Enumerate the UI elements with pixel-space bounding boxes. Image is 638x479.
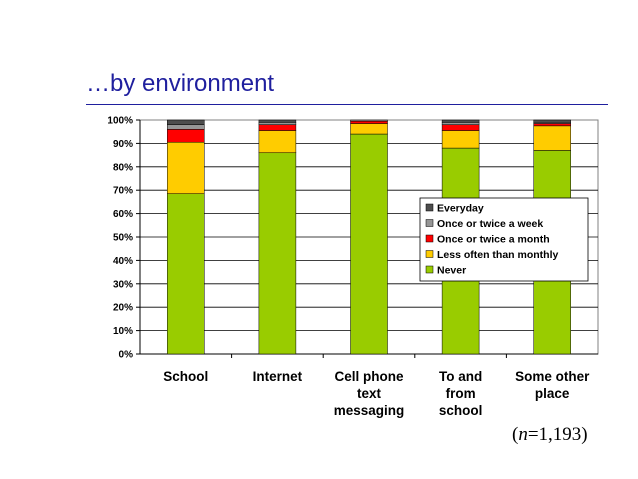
legend-swatch [425,203,434,212]
category-label: place [535,386,570,401]
bar-segment-everyday [167,119,205,125]
y-tick-label: 100% [107,116,133,127]
bar-segment-never [350,133,388,355]
y-tick-label: 70% [113,186,133,197]
y-tick-label: 40% [113,256,133,267]
legend-swatch [425,250,434,258]
legend-label: Never [437,265,466,277]
y-tick-label: 10% [113,326,133,337]
bar-segment-once-or-twice-a-week [441,122,480,125]
category-label: To and [439,369,482,384]
category-label: Cell phone [334,369,403,384]
legend-label: Once or twice a month [437,234,550,246]
category-label: messaging [334,403,405,418]
legend-box [419,197,589,282]
bar-segment-less-often-than-monthly [167,141,205,194]
legend-swatch [425,265,434,274]
bar-segment-once-or-twice-a-month [350,120,388,124]
bar-segment-less-often-than-monthly [533,125,571,151]
bar-segment-everyday [441,119,480,123]
bar-segment-less-often-than-monthly [350,123,388,135]
slide-title: …by environment [86,70,275,97]
y-tick-label: 20% [113,303,133,314]
category-label: from [446,386,476,401]
legend-label: Less often than monthly [437,249,559,261]
bar-segment-everyday [533,119,571,123]
bar-segment-once-or-twice-a-month [533,123,571,127]
legend-label: Once or twice a week [437,218,543,230]
bar-segment-once-or-twice-a-week [350,119,388,122]
bar-segment-everyday [258,119,297,123]
y-tick-label: 50% [113,233,133,244]
category-label: Some other [515,369,590,384]
bar-segment-never [167,193,205,355]
bar-segment-less-often-than-monthly [258,130,297,154]
y-tick-label: 90% [113,139,133,150]
category-label: school [439,403,483,418]
legend-swatch [425,234,434,243]
category-label: Internet [253,369,303,384]
bar-segment-once-or-twice-a-month [167,129,205,143]
bar-segment-once-or-twice-a-week [167,124,205,130]
bar-segment-once-or-twice-a-month [441,124,480,131]
bar-segment-once-or-twice-a-month [258,124,297,131]
legend-label: Everyday [437,203,484,215]
category-label: School [163,369,208,384]
y-tick-label: 30% [113,279,133,290]
bar-segment-once-or-twice-a-week [258,122,297,125]
bar-segment-never [258,152,297,355]
y-tick-label: 80% [113,162,133,173]
title-divider [86,104,608,105]
category-label: text [357,386,382,401]
y-tick-label: 0% [119,350,134,361]
bar-segment-less-often-than-monthly [441,130,480,149]
legend-swatch [425,219,434,227]
y-tick-label: 60% [113,209,133,220]
sample-size-note: (n=1,193) [512,424,588,445]
